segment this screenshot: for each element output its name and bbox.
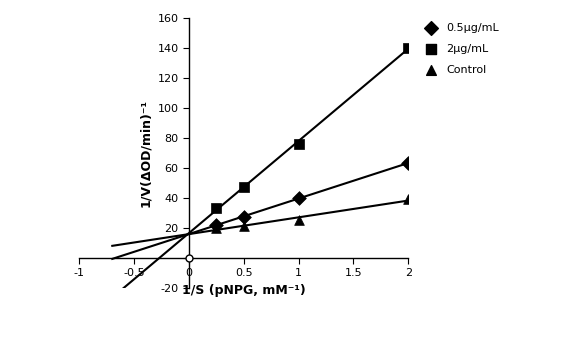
Legend: 0.5μg/mL, 2μg/mL, Control: 0.5μg/mL, 2μg/mL, Control [420, 23, 499, 75]
Control [404, 197, 413, 202]
2μg/mL [212, 205, 221, 211]
Control [294, 218, 303, 223]
0.5μg/mL [294, 195, 303, 200]
Control [212, 225, 221, 231]
Control [239, 224, 248, 229]
0.5μg/mL [404, 160, 413, 166]
2μg/mL [404, 45, 413, 51]
2μg/mL [239, 184, 248, 190]
Y-axis label: 1/V(ΔOD/min)⁻¹: 1/V(ΔOD/min)⁻¹ [139, 99, 152, 207]
X-axis label: 1/S (pNPG, mM⁻¹): 1/S (pNPG, mM⁻¹) [182, 284, 306, 297]
0.5μg/mL [239, 214, 248, 220]
0.5μg/mL [212, 222, 221, 227]
2μg/mL [294, 141, 303, 146]
